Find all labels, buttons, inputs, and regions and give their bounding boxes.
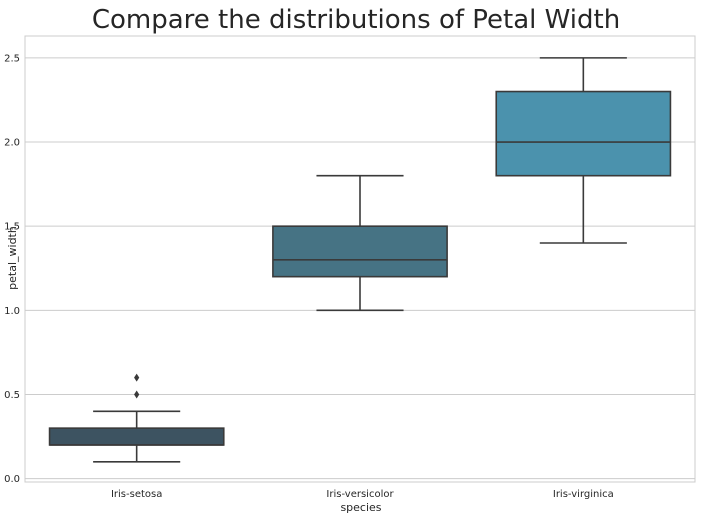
y-tick-label: 2.0 [4, 138, 20, 149]
box-iris-versicolor [272, 174, 448, 312]
y-tick-label: 1.0 [4, 306, 20, 317]
y-axis-label: petal_width [6, 226, 19, 290]
y-tick-label: 0.0 [4, 474, 20, 485]
x-tick-label: Iris-virginica [553, 489, 614, 500]
y-tick-label: 1.5 [4, 222, 20, 233]
box-iris-virginica [495, 57, 672, 244]
x-tick-label: Iris-versicolor [326, 489, 394, 500]
x-tick-labels: Iris-setosa Iris-versicolor Iris-virginica [111, 489, 614, 500]
box-iris-setosa [48, 373, 225, 463]
outlier-point [134, 390, 140, 399]
y-tick-label: 0.5 [4, 390, 20, 401]
box-plots [48, 57, 672, 463]
y-tick-labels: 0.0 0.5 1.0 1.5 2.0 2.5 [4, 53, 20, 485]
x-axis-label: species [340, 501, 381, 514]
chart-title: Compare the distributions of Petal Width [92, 5, 620, 35]
x-tick-label: Iris-setosa [111, 489, 162, 500]
outlier-point [134, 373, 140, 382]
iqr-box [48, 427, 225, 446]
iqr-box [272, 225, 448, 278]
y-tick-label: 2.5 [4, 53, 20, 64]
iqr-box [495, 90, 672, 177]
